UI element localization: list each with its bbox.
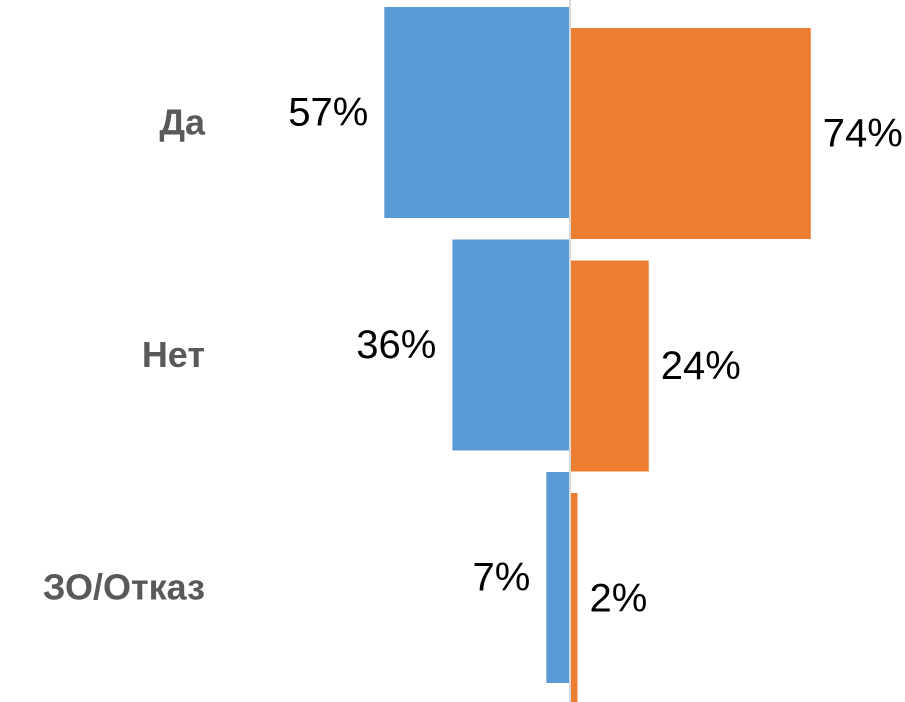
data-label: 57%	[288, 91, 368, 135]
bar	[571, 260, 649, 472]
bar	[571, 493, 578, 702]
data-label: 36%	[356, 323, 436, 367]
data-label: 2%	[589, 577, 647, 621]
bar	[384, 7, 569, 218]
data-label: 24%	[661, 344, 741, 388]
data-label: 74%	[823, 112, 903, 156]
data-label: 7%	[473, 556, 531, 600]
category-label: Нет	[142, 334, 205, 375]
category-label: ЗО/Отказ	[43, 567, 205, 608]
category-label: Да	[159, 102, 206, 143]
bar	[546, 472, 569, 683]
bar	[571, 28, 811, 239]
bar	[452, 239, 569, 451]
